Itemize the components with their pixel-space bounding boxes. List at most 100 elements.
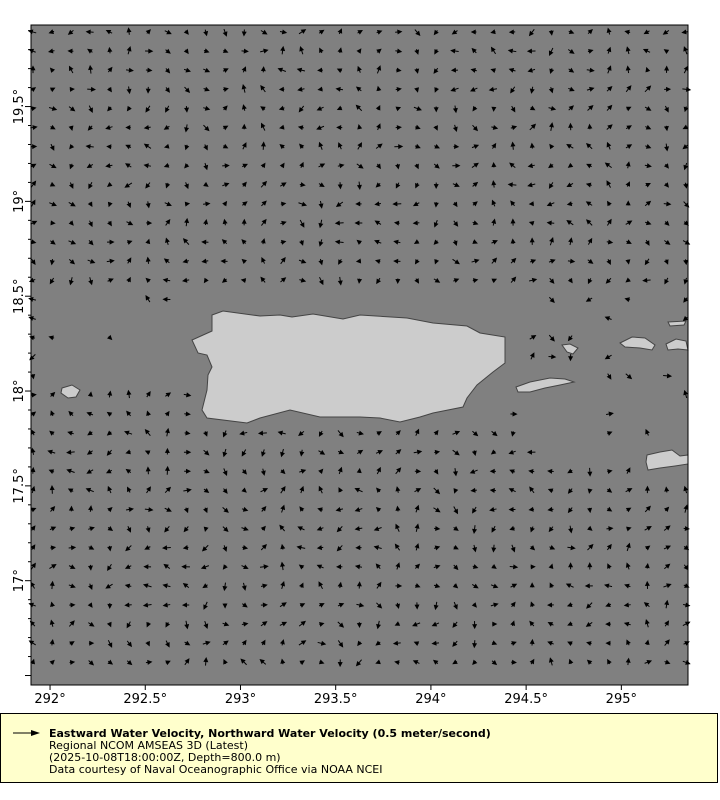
velocity-arrow — [69, 143, 75, 150]
velocity-arrow — [181, 564, 190, 570]
velocity-arrow — [201, 239, 209, 245]
velocity-arrow — [625, 181, 631, 187]
velocity-arrow — [105, 125, 113, 130]
velocity-arrow — [146, 220, 153, 226]
velocity-arrow — [337, 659, 343, 668]
velocity-arrow — [625, 106, 632, 112]
velocity-arrow — [105, 583, 113, 589]
velocity-arrow — [259, 564, 269, 570]
velocity-arrow — [491, 142, 497, 149]
velocity-arrow — [414, 68, 420, 74]
velocity-arrow — [548, 163, 554, 169]
velocity-arrow — [606, 124, 613, 130]
velocity-arrow — [470, 29, 477, 35]
velocity-arrow — [107, 390, 113, 398]
x-tick-label: 292.5° — [123, 692, 167, 707]
velocity-arrow — [393, 220, 400, 226]
velocity-arrow — [529, 142, 535, 149]
velocity-arrow — [124, 182, 133, 188]
velocity-arrow — [240, 278, 247, 284]
velocity-arrow — [472, 430, 479, 437]
velocity-arrow — [625, 488, 633, 493]
velocity-arrow — [606, 506, 613, 512]
velocity-arrow — [471, 258, 480, 264]
velocity-arrow — [146, 410, 151, 416]
velocity-arrow — [664, 620, 670, 627]
velocity-arrow — [644, 563, 650, 569]
velocity-arrow — [260, 525, 266, 532]
velocity-arrow — [645, 66, 651, 73]
velocity-arrow — [414, 278, 420, 284]
velocity-arrow — [434, 526, 441, 532]
velocity-arrow — [164, 427, 170, 437]
velocity-arrow — [529, 259, 537, 264]
velocity-arrow — [471, 144, 480, 149]
velocity-arrow — [337, 276, 343, 286]
velocity-arrow — [644, 106, 652, 111]
velocity-arrow — [162, 602, 171, 608]
velocity-arrow — [472, 506, 477, 514]
velocity-arrow — [336, 105, 343, 111]
velocity-arrow — [183, 67, 191, 73]
velocity-arrow — [88, 621, 95, 627]
velocity-arrow — [376, 602, 383, 609]
velocity-arrow — [453, 488, 459, 494]
velocity-arrow — [395, 430, 401, 436]
velocity-arrow — [145, 48, 154, 54]
velocity-arrow — [414, 468, 422, 474]
velocity-arrow — [433, 278, 441, 283]
velocity-arrow — [682, 144, 688, 150]
velocity-arrow — [452, 124, 458, 133]
velocity-arrow — [526, 449, 536, 455]
velocity-arrow — [87, 86, 96, 92]
velocity-arrow — [334, 220, 344, 226]
velocity-arrow — [683, 277, 689, 285]
velocity-arrow — [201, 258, 209, 264]
velocity-arrow — [299, 449, 305, 457]
velocity-arrow — [395, 583, 403, 589]
velocity-arrow — [145, 238, 151, 245]
velocity-arrow — [376, 620, 381, 630]
velocity-arrow — [316, 564, 324, 570]
velocity-arrow — [568, 29, 575, 34]
velocity-arrow — [222, 564, 228, 570]
velocity-arrow — [30, 65, 36, 74]
velocity-arrow — [318, 239, 324, 247]
velocity-arrow — [491, 161, 497, 168]
velocity-arrow — [644, 258, 650, 266]
velocity-arrow — [374, 239, 382, 245]
velocity-arrow — [280, 468, 286, 475]
velocity-arrow — [433, 202, 439, 208]
velocity-arrow — [395, 125, 402, 131]
velocity-arrow — [105, 468, 113, 474]
velocity-arrow — [510, 601, 516, 608]
velocity-arrow — [278, 105, 285, 111]
velocity-arrow — [530, 564, 536, 570]
velocity-arrow — [107, 526, 114, 531]
velocity-arrow — [470, 67, 477, 73]
velocity-arrow — [241, 123, 247, 130]
velocity-arrow — [529, 237, 535, 245]
velocity-arrow — [510, 620, 516, 627]
velocity-arrow — [567, 507, 573, 514]
velocity-arrow — [606, 373, 612, 380]
velocity-arrow — [68, 182, 74, 189]
velocity-arrow — [585, 201, 593, 207]
velocity-arrow — [318, 258, 324, 266]
velocity-arrow — [222, 143, 229, 149]
velocity-arrow — [107, 278, 114, 283]
velocity-arrow — [507, 48, 517, 54]
velocity-arrow — [201, 544, 209, 552]
velocity-arrow — [279, 143, 285, 150]
velocity-arrow — [144, 428, 151, 437]
velocity-arrow — [624, 297, 631, 303]
velocity-arrow — [606, 141, 612, 150]
velocity-arrow — [510, 105, 516, 113]
velocity-arrow — [107, 563, 112, 572]
velocity-arrow — [50, 410, 55, 417]
velocity-arrow — [280, 277, 287, 283]
velocity-arrow — [126, 67, 134, 73]
velocity-arrow — [642, 48, 651, 54]
velocity-arrow — [414, 583, 421, 588]
velocity-arrow — [644, 639, 650, 646]
